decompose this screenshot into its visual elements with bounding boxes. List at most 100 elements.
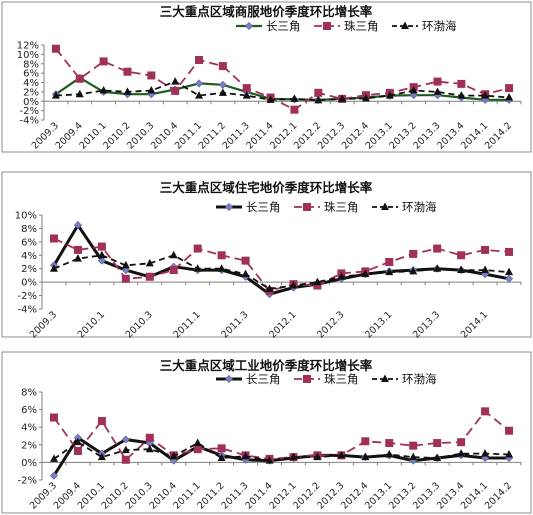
data-point — [99, 57, 108, 66]
data-point — [241, 256, 250, 265]
data-point — [73, 437, 82, 446]
data-point — [385, 267, 394, 276]
data-point — [193, 438, 202, 447]
data-point — [169, 456, 178, 465]
data-point — [481, 91, 490, 99]
series-line-3 — [53, 254, 510, 290]
data-point — [73, 221, 82, 230]
data-point — [313, 277, 322, 286]
data-point — [385, 258, 394, 266]
data-point — [242, 84, 251, 93]
data-point — [242, 91, 251, 99]
chart-title: 三大重点区域工业地价季度环比增长率 — [160, 358, 373, 373]
data-point — [314, 95, 323, 104]
y-tick-label: -2% — [18, 476, 37, 487]
chart-panel-2: 三大重点区域住宅地价季度环比增长率-4%-2%0%2%4%6%8%10%2009… — [1, 171, 532, 341]
data-point — [409, 452, 418, 461]
y-tick-label: 2% — [21, 440, 37, 451]
chart-frame — [1, 171, 532, 338]
data-point — [218, 88, 227, 96]
series-line-3 — [55, 80, 510, 102]
data-point — [145, 258, 154, 267]
data-point — [433, 453, 442, 461]
data-point — [505, 449, 514, 458]
data-point — [195, 56, 204, 64]
data-point — [313, 281, 322, 290]
data-point — [97, 417, 106, 426]
data-point — [290, 94, 299, 102]
data-point — [147, 85, 156, 94]
data-point — [433, 264, 442, 272]
y-tick-label: 0% — [21, 278, 37, 289]
data-point — [171, 77, 180, 85]
data-point — [481, 245, 490, 254]
data-point — [457, 449, 466, 457]
data-point — [409, 441, 418, 450]
data-point — [169, 250, 178, 259]
y-tick-label: -2% — [18, 291, 37, 302]
data-point — [169, 266, 178, 275]
data-point — [73, 446, 82, 455]
legend-marker — [224, 202, 234, 212]
data-point — [385, 91, 394, 99]
data-point — [457, 91, 466, 99]
y-tick-label: 10% — [17, 50, 39, 61]
y-tick-label: 0% — [21, 458, 37, 469]
series-line-1 — [52, 436, 509, 477]
data-point — [409, 91, 418, 100]
data-point — [338, 94, 347, 102]
data-point — [73, 254, 82, 262]
legend-label-2: 珠三角 — [344, 19, 379, 33]
chart-frame — [1, 351, 532, 514]
data-point — [121, 435, 130, 444]
data-point — [75, 74, 84, 83]
data-point — [145, 444, 154, 453]
data-point — [385, 449, 394, 458]
data-point — [289, 281, 298, 289]
y-tick-label: 8% — [21, 224, 37, 235]
chart-frame — [1, 1, 532, 153]
data-point — [123, 87, 132, 95]
y-tick-label: 4% — [21, 423, 37, 434]
data-point — [505, 84, 514, 93]
data-point — [505, 267, 514, 276]
data-point — [217, 453, 226, 461]
data-point — [217, 444, 226, 453]
data-point — [49, 264, 58, 272]
chart-title: 三大重点区域商服地价季度环比增长率 — [160, 4, 373, 19]
data-point — [337, 450, 346, 459]
data-point — [241, 451, 250, 460]
data-point — [481, 407, 490, 416]
data-point — [361, 437, 370, 446]
data-point — [97, 250, 106, 259]
data-point — [171, 86, 180, 95]
legend-label-2: 珠三角 — [324, 372, 359, 386]
data-point — [457, 438, 466, 447]
data-point — [241, 269, 250, 278]
chart-panel-1: 三大重点区域商服地价季度环比增长率-4%-2%0%2%4%6%8%10%12%2… — [1, 1, 532, 153]
data-point — [49, 413, 58, 422]
data-point — [265, 456, 274, 464]
y-tick-label: 0% — [23, 97, 39, 108]
y-tick-label: 12% — [17, 41, 39, 52]
data-point — [481, 95, 490, 104]
data-point — [457, 251, 466, 260]
data-point — [147, 71, 156, 80]
data-point — [193, 264, 202, 272]
legend-marker — [381, 202, 389, 210]
data-point — [337, 272, 346, 280]
legend-label-3: 环渤海 — [402, 372, 437, 386]
chart-panel-3: 三大重点区域工业地价季度环比增长率-2%0%2%4%6%8%2009.32009… — [1, 351, 532, 514]
legend-marker — [244, 21, 254, 31]
y-tick-label: 8% — [21, 388, 37, 399]
data-point — [73, 245, 82, 254]
y-tick-label: -2% — [20, 106, 39, 117]
data-point — [433, 77, 442, 86]
data-point — [169, 451, 178, 460]
data-point — [217, 251, 226, 260]
data-point — [409, 85, 418, 94]
data-point — [505, 93, 514, 101]
data-point — [121, 260, 130, 269]
y-tick-label: 2% — [23, 87, 39, 98]
data-point — [193, 445, 202, 454]
